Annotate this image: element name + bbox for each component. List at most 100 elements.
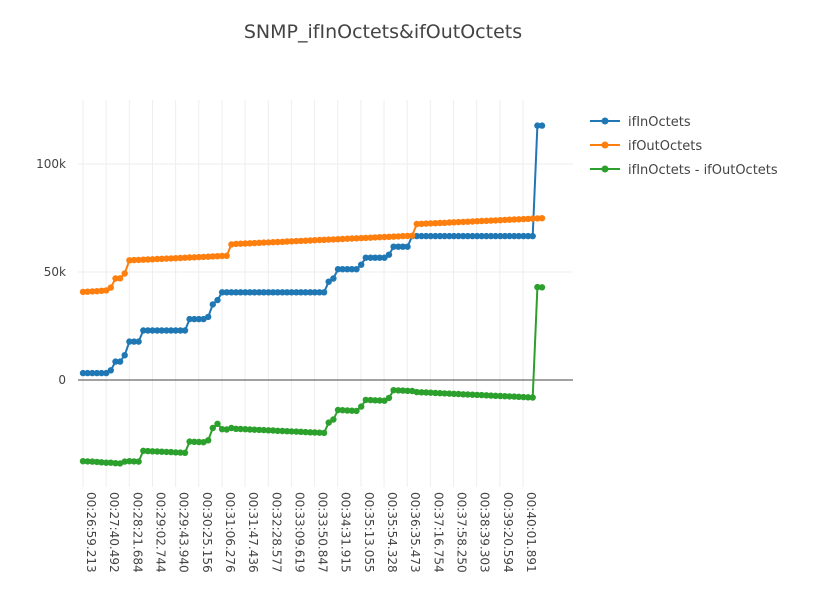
legend-item[interactable]: ifOutOctets (590, 139, 702, 154)
data-point (251, 426, 258, 433)
legend-item[interactable]: ifInOctets (590, 115, 691, 130)
data-point (167, 327, 175, 334)
data-point (348, 407, 356, 414)
data-point (172, 449, 179, 456)
data-point (460, 218, 467, 226)
data-point (450, 390, 458, 397)
data-point (501, 216, 509, 224)
data-point (260, 289, 267, 296)
data-point (534, 283, 541, 291)
series-line (82, 286, 543, 465)
legend-swatch-marker (601, 165, 609, 173)
data-point (478, 391, 485, 399)
data-point (441, 232, 448, 240)
data-point (534, 122, 541, 129)
data-point (242, 289, 249, 296)
data-point (283, 428, 291, 435)
data-point (126, 257, 133, 264)
data-point (515, 216, 522, 223)
data-point (200, 253, 207, 261)
data-point (93, 288, 101, 295)
data-point (130, 256, 138, 264)
data-point (390, 243, 397, 250)
data-point (339, 266, 346, 273)
data-point (348, 266, 356, 273)
data-point (205, 253, 212, 260)
x-tick-label: 00:34:31.915 (339, 492, 353, 573)
data-point (205, 313, 212, 321)
data-point (144, 327, 152, 334)
data-point (501, 232, 509, 240)
data-point (130, 338, 138, 345)
x-tick-label: 00:31:47.436 (246, 492, 260, 573)
data-point (297, 289, 305, 296)
data-point (538, 122, 546, 129)
data-point (307, 429, 314, 436)
data-point (460, 391, 467, 398)
data-point (511, 232, 518, 240)
data-point (89, 458, 96, 465)
data-point (450, 232, 458, 240)
data-point (297, 428, 305, 435)
data-point (376, 397, 383, 404)
data-point (269, 239, 277, 246)
x-tick-label: 00:40:01.891 (524, 492, 538, 573)
data-point (455, 390, 462, 398)
legend-label: ifOutOctets (628, 139, 702, 154)
data-point (418, 389, 425, 396)
data-point (144, 447, 152, 455)
data-point (242, 240, 249, 247)
data-point (436, 232, 444, 240)
data-point (130, 458, 138, 465)
x-tick-label: 00:29:43.940 (177, 492, 191, 573)
x-tick-label: 00:31:06.276 (223, 492, 237, 573)
data-point (506, 216, 513, 223)
series-line (83, 124, 542, 375)
legend-item[interactable]: ifInOctets - ifOutOctets (590, 163, 778, 178)
data-point (464, 218, 471, 225)
data-point (283, 289, 291, 296)
data-point (163, 327, 170, 334)
legend[interactable]: ifInOctets ifOutOctets ifInOctets - ifOutO… (590, 115, 778, 178)
data-point (209, 301, 216, 308)
data-point (103, 369, 110, 377)
data-point (320, 429, 328, 437)
legend-label: ifInOctets (628, 115, 691, 130)
data-point (181, 254, 189, 261)
data-point (334, 236, 342, 243)
data-point (98, 287, 105, 294)
data-point (79, 288, 87, 296)
data-point (103, 287, 110, 294)
x-tick-label: 00:33:50.847 (316, 492, 330, 573)
data-point (427, 232, 434, 240)
data-point (371, 397, 379, 404)
data-point (214, 296, 221, 304)
data-point (506, 232, 513, 240)
data-point (135, 458, 142, 465)
data-point (302, 428, 309, 436)
data-point (177, 327, 184, 334)
data-point (446, 390, 453, 397)
data-point (269, 427, 277, 434)
data-point (506, 393, 513, 400)
data-point (307, 289, 314, 296)
data-point (441, 390, 448, 397)
data-point (84, 288, 91, 295)
x-tick-label: 00:26:59.213 (84, 492, 98, 573)
data-point (538, 284, 546, 291)
x-axis-ticks: 00:26:59.213 00:27:40.492 00:28:21.684 00:2… (84, 492, 538, 573)
data-point (107, 459, 115, 466)
data-point (246, 289, 254, 296)
data-point (149, 448, 156, 455)
data-point (242, 426, 249, 433)
series-group (79, 122, 546, 467)
data-point (339, 235, 346, 243)
data-point (154, 448, 161, 455)
data-point (121, 270, 128, 277)
data-point (344, 407, 351, 414)
data-point (232, 240, 240, 248)
data-point (515, 232, 522, 240)
data-point (385, 394, 393, 402)
data-point (177, 449, 184, 456)
data-point (395, 387, 402, 394)
